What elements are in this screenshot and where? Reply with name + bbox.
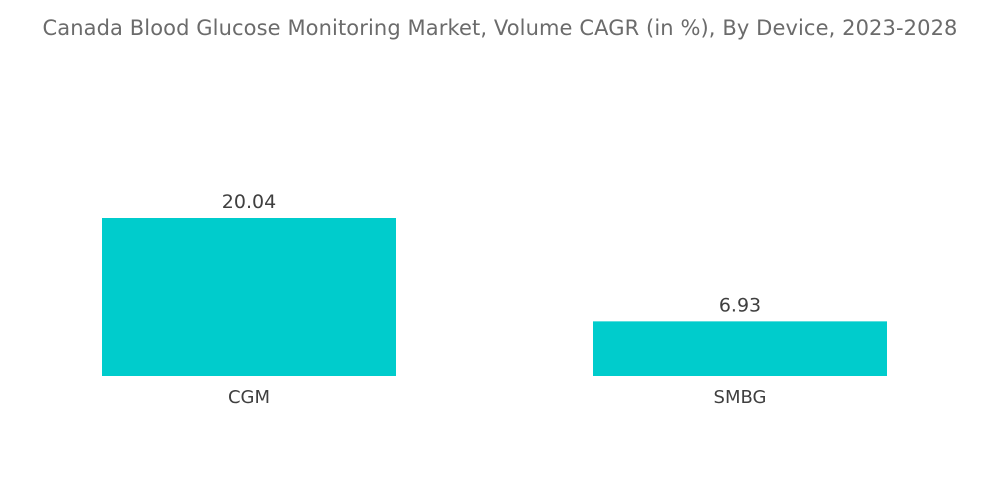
value-label-cgm: 20.04 bbox=[222, 191, 276, 213]
bar-smbg bbox=[593, 321, 887, 376]
chart-title: Canada Blood Glucose Monitoring Market, … bbox=[42, 16, 958, 40]
bars-layer bbox=[102, 218, 887, 376]
category-label-smbg: SMBG bbox=[714, 387, 767, 408]
bar-cgm bbox=[102, 218, 396, 376]
labels-layer: 20.04 CGM 6.93 SMBG bbox=[222, 191, 767, 408]
value-label-smbg: 6.93 bbox=[719, 294, 761, 316]
category-label-cgm: CGM bbox=[228, 387, 270, 408]
